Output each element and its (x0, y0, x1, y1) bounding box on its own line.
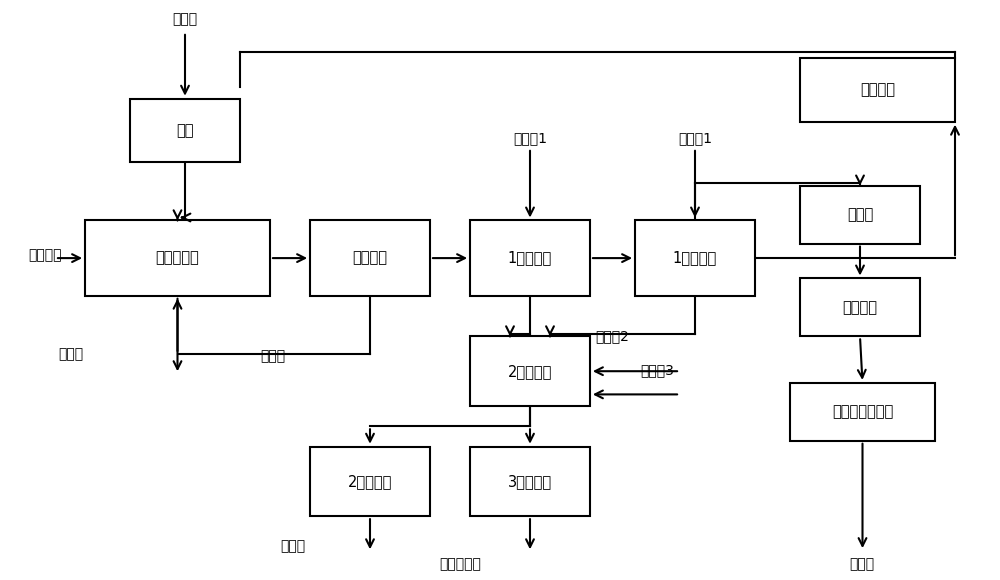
Bar (635, 220, 755, 296)
Text: 1号萃取器: 1号萃取器 (508, 251, 552, 266)
Text: 2号萃取器: 2号萃取器 (508, 364, 552, 379)
Text: 水解槽: 水解槽 (847, 207, 873, 222)
Text: 过滤洗涤: 过滤洗涤 (352, 251, 388, 266)
Text: 微乳液3: 微乳液3 (640, 363, 674, 377)
Bar (800, 186, 920, 244)
Text: 硅残渣: 硅残渣 (58, 347, 83, 361)
Text: 脱水洗涤: 脱水洗涤 (843, 300, 878, 315)
Text: 循环酸: 循环酸 (260, 350, 285, 364)
Text: 补充盐酸: 补充盐酸 (28, 248, 62, 262)
Text: 微乳液2: 微乳液2 (595, 329, 629, 343)
Text: 高炉渣: 高炉渣 (172, 12, 198, 26)
Bar (470, 447, 590, 516)
Text: 2号反萃器: 2号反萃器 (348, 474, 392, 489)
Bar (310, 447, 430, 516)
Bar (470, 336, 590, 406)
Text: 酸解反应器: 酸解反应器 (156, 251, 199, 266)
Text: 反萃剂1: 反萃剂1 (678, 131, 712, 145)
Bar (790, 383, 935, 441)
Text: 微乳液1: 微乳液1 (513, 131, 547, 145)
Text: 铁铝化合物: 铁铝化合物 (439, 557, 481, 571)
Bar (470, 220, 590, 296)
Bar (310, 220, 430, 296)
Text: 煅烧炉及后处理: 煅烧炉及后处理 (832, 404, 893, 419)
Bar (85, 220, 270, 296)
Bar (800, 278, 920, 336)
Text: 钛白粉: 钛白粉 (849, 557, 875, 571)
Bar (800, 58, 955, 122)
Text: 镁原料: 镁原料 (280, 539, 305, 553)
Text: 1号反萃器: 1号反萃器 (673, 251, 717, 266)
Text: 3号反萃器: 3号反萃器 (508, 474, 552, 489)
Bar (130, 99, 240, 162)
Text: 磨机: 磨机 (176, 123, 194, 138)
Text: 膜处理器: 膜处理器 (860, 82, 895, 97)
